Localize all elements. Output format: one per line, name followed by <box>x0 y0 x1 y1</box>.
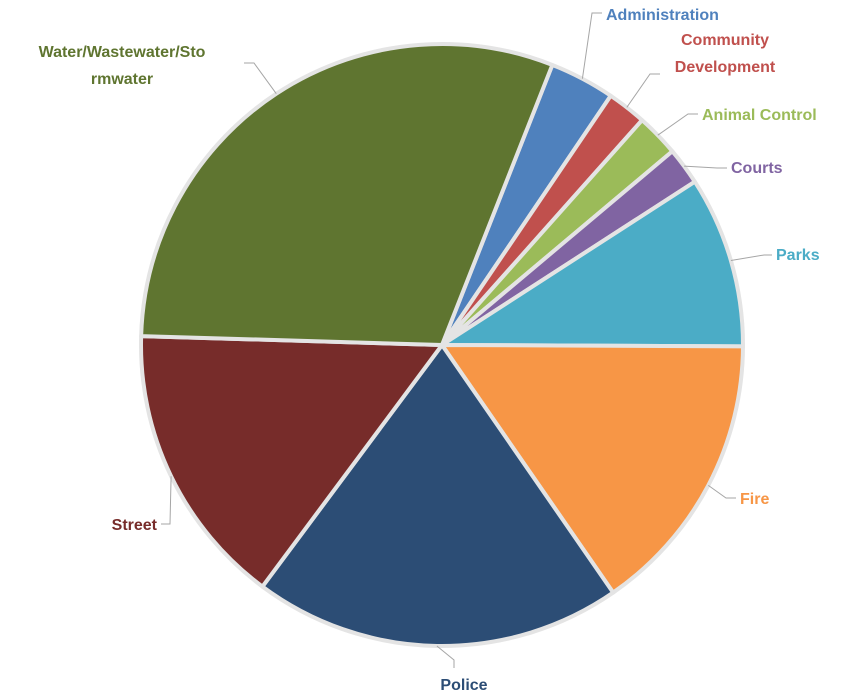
leader-line-police <box>436 645 455 668</box>
label-police: Police <box>440 677 487 691</box>
label-water-wastewater-stormwater: Water/Wastewater/Sto rmwater <box>39 44 206 88</box>
slice-parks <box>440 179 746 349</box>
slice-fire <box>440 343 745 595</box>
slice-water-wastewater-stormwater <box>139 42 555 347</box>
leader-line-water-wastewater-stormwater <box>244 62 277 94</box>
label-courts: Courts <box>731 160 783 177</box>
leader-line-street <box>161 476 172 525</box>
leader-lines <box>161 12 772 668</box>
slice-labels: Administration Community Development Animal… <box>39 7 820 691</box>
leader-line-courts <box>684 165 727 169</box>
pie-slices <box>139 42 746 648</box>
label-administration: Administration <box>606 7 719 24</box>
label-fire: Fire <box>740 491 769 508</box>
slice-police <box>260 343 616 648</box>
label-animal-control: Animal Control <box>702 107 817 124</box>
leader-line-animal-control <box>657 113 698 136</box>
label-street: Street <box>112 517 158 534</box>
label-parks: Parks <box>776 247 820 264</box>
leader-line-administration <box>581 12 602 79</box>
slice-street <box>139 334 444 589</box>
leader-line-fire <box>708 484 736 499</box>
label-community-development: Community Development <box>675 32 776 76</box>
leader-line-community-development <box>626 73 660 108</box>
leader-line-parks <box>730 254 772 261</box>
